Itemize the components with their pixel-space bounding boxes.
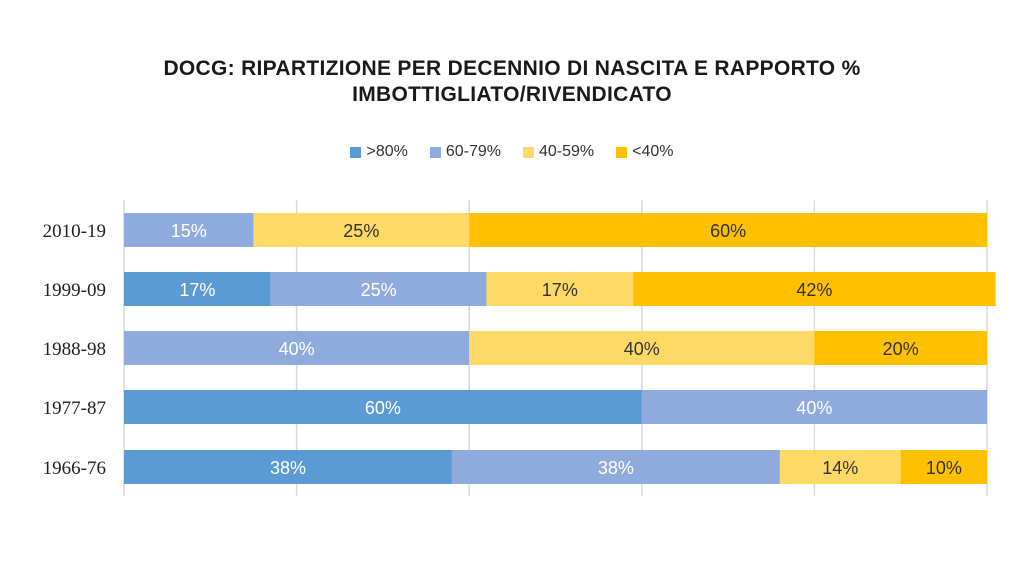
category-label-2010-19: 2010-19 [43, 221, 106, 242]
bar-segment-2010-19-s1 [124, 213, 254, 247]
legend-swatch-under-40 [616, 146, 628, 158]
data-label-1966-76-s3: 10% [926, 458, 962, 478]
category-labels: 2010-19 1999-09 1988-98 1977-87 1966-76 [43, 221, 106, 479]
chart-title-line-1: DOCG: RIPARTIZIONE PER DECENNIO DI NASCI… [163, 57, 861, 80]
legend-item-60-79: 60-79% [429, 143, 501, 161]
data-label-1988-98-s1: 40% [279, 339, 315, 359]
data-label-1999-09-s2: 17% [542, 280, 578, 300]
bar-segment-1977-87-s0 [124, 390, 642, 424]
bar-segment-1966-76-s3 [900, 450, 987, 484]
data-label-1988-98-s2: 40% [624, 339, 660, 359]
bar-segment-2010-19-s2 [253, 213, 470, 247]
legend-label-40-59: 40-59% [539, 143, 595, 160]
legend-label-under-40: <40% [632, 143, 674, 160]
bar-segment-1999-09-s1 [270, 272, 487, 306]
bars: 15% 25% 60% 17% 25% 17% 42% 40% 40% 20% 60% 40% 38% 3… [124, 213, 996, 484]
legend-label-60-79: 60-79% [445, 143, 501, 160]
data-label-2010-19-s3: 60% [710, 221, 746, 241]
legend-swatch-60-79 [429, 146, 441, 158]
data-label-1988-98-s3: 20% [883, 339, 919, 359]
data-label-1966-76-s0: 38% [270, 458, 306, 478]
bar-segment-1966-76-s2 [779, 450, 901, 484]
legend-swatch-40-59 [523, 146, 534, 158]
legend-swatch-over-80 [350, 146, 362, 158]
bar-segment-1999-09-s0 [124, 272, 271, 306]
legend-label-over-80: >80% [366, 143, 408, 160]
bar-segment-1977-87-s1 [641, 390, 987, 424]
data-label-1977-87-s0: 60% [365, 398, 401, 418]
category-label-1999-09: 1999-09 [43, 280, 106, 301]
bar-segment-1999-09-s3 [633, 272, 996, 306]
bar-segment-1966-76-s1 [451, 450, 780, 484]
data-label-2010-19-s1: 15% [171, 221, 207, 241]
bar-segment-1988-98-s3 [814, 331, 987, 365]
bar-segment-2010-19-s3 [469, 213, 987, 247]
category-label-1977-87: 1977-87 [43, 398, 106, 419]
bar-segment-1999-09-s2 [486, 272, 634, 306]
data-label-1999-09-s1: 25% [361, 280, 397, 300]
chart-title-line-2: IMBOTTIGLIATO/RIVENDICATO [352, 83, 672, 106]
category-label-1988-98: 1988-98 [43, 339, 106, 360]
data-label-2010-19-s2: 25% [343, 221, 379, 241]
data-label-1966-76-s2: 14% [822, 458, 858, 478]
data-label-1999-09-s3: 42% [796, 280, 832, 300]
bar-segment-1988-98-s2 [469, 331, 815, 365]
data-label-1999-09-s0: 17% [179, 280, 215, 300]
legend-item-under-40: <40% [616, 143, 674, 161]
legend-item-over-80: >80% [350, 143, 408, 161]
data-label-1977-87-s1: 40% [796, 398, 832, 418]
legend: >80% 60-79% 40-59% <40% [0, 143, 1024, 161]
chart-title: DOCG: RIPARTIZIONE PER DECENNIO DI NASCI… [0, 56, 1024, 108]
category-label-1966-76: 1966-76 [43, 458, 106, 479]
legend-item-40-59: 40-59% [523, 143, 594, 161]
bar-segment-1966-76-s0 [124, 450, 452, 484]
bar-segment-1988-98-s1 [124, 331, 470, 365]
data-label-1966-76-s1: 38% [598, 458, 634, 478]
